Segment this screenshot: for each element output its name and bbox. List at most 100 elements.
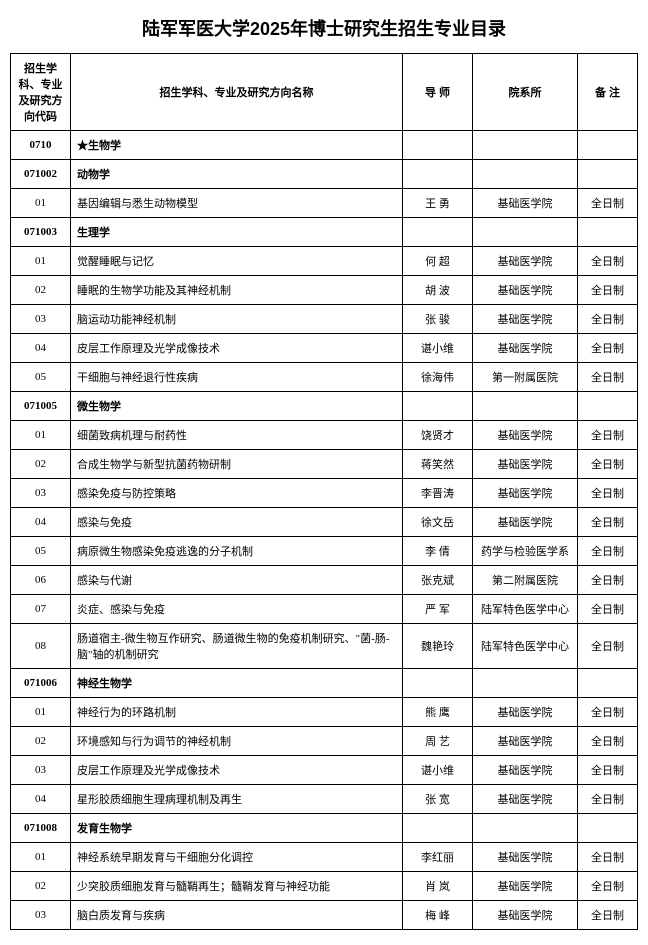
cell-advisor: 徐海伟 — [403, 363, 473, 392]
cell-name: 环境感知与行为调节的神经机制 — [71, 727, 403, 756]
cell-dept: 基础医学院 — [473, 508, 578, 537]
cell-note: 全日制 — [578, 785, 638, 814]
table-row: 05干细胞与神经退行性疾病徐海伟第一附属医院全日制 — [11, 363, 638, 392]
col-header-note: 备 注 — [578, 54, 638, 131]
cell-note: 全日制 — [578, 756, 638, 785]
cell-dept: 基础医学院 — [473, 843, 578, 872]
cell-name: 肠道宿主-微生物互作研究、肠道微生物的免疫机制研究、"菌-肠-脑"轴的机制研究 — [71, 624, 403, 669]
table-section-header: 071006神经生物学 — [11, 669, 638, 698]
cell-advisor: 张 宽 — [403, 785, 473, 814]
cell-dept: 基础医学院 — [473, 727, 578, 756]
col-header-dept: 院系所 — [473, 54, 578, 131]
cell-note: 全日制 — [578, 247, 638, 276]
cell-dept: 基础医学院 — [473, 450, 578, 479]
cell-advisor: 魏艳玲 — [403, 624, 473, 669]
table-row: 04感染与免疫徐文岳基础医学院全日制 — [11, 508, 638, 537]
cell-dept: 陆军特色医学中心 — [473, 595, 578, 624]
cell-name: 皮层工作原理及光学成像技术 — [71, 756, 403, 785]
table-row: 01觉醒睡眠与记忆何 超基础医学院全日制 — [11, 247, 638, 276]
cell-dept: 基础医学院 — [473, 872, 578, 901]
cell-code: 03 — [11, 901, 71, 930]
cell-code: 03 — [11, 479, 71, 508]
table-row: 02睡眠的生物学功能及其神经机制胡 波基础医学院全日制 — [11, 276, 638, 305]
cell-advisor — [403, 669, 473, 698]
table-row: 08肠道宿主-微生物互作研究、肠道微生物的免疫机制研究、"菌-肠-脑"轴的机制研… — [11, 624, 638, 669]
cell-note: 全日制 — [578, 901, 638, 930]
cell-note: 全日制 — [578, 421, 638, 450]
table-row: 01细菌致病机理与耐药性饶贤才基础医学院全日制 — [11, 421, 638, 450]
cell-note: 全日制 — [578, 305, 638, 334]
cell-dept: 第二附属医院 — [473, 566, 578, 595]
cell-dept: 基础医学院 — [473, 421, 578, 450]
cell-dept: 基础医学院 — [473, 334, 578, 363]
cell-advisor: 严 军 — [403, 595, 473, 624]
cell-note: 全日制 — [578, 479, 638, 508]
cell-dept — [473, 160, 578, 189]
cell-code: 02 — [11, 450, 71, 479]
cell-advisor: 李 倩 — [403, 537, 473, 566]
cell-note: 全日制 — [578, 189, 638, 218]
cell-dept: 第一附属医院 — [473, 363, 578, 392]
table-row: 03感染免疫与防控策略李晋涛基础医学院全日制 — [11, 479, 638, 508]
cell-name: ★生物学 — [71, 131, 403, 160]
cell-name: 神经行为的环路机制 — [71, 698, 403, 727]
cell-note: 全日制 — [578, 727, 638, 756]
cell-advisor: 饶贤才 — [403, 421, 473, 450]
cell-note: 全日制 — [578, 276, 638, 305]
table-row: 02合成生物学与新型抗菌药物研制蒋笑然基础医学院全日制 — [11, 450, 638, 479]
cell-code: 02 — [11, 727, 71, 756]
table-row: 04星形胶质细胞生理病理机制及再生张 宽基础医学院全日制 — [11, 785, 638, 814]
cell-advisor: 谌小维 — [403, 756, 473, 785]
table-section-header: 071003生理学 — [11, 218, 638, 247]
cell-code: 06 — [11, 566, 71, 595]
col-header-name: 招生学科、专业及研究方向名称 — [71, 54, 403, 131]
cell-dept — [473, 218, 578, 247]
cell-name: 脑运动功能神经机制 — [71, 305, 403, 334]
cell-name: 干细胞与神经退行性疾病 — [71, 363, 403, 392]
cell-code: 07 — [11, 595, 71, 624]
table-row: 01神经行为的环路机制熊 鹰基础医学院全日制 — [11, 698, 638, 727]
cell-name: 少突胶质细胞发育与髓鞘再生；髓鞘发育与神经功能 — [71, 872, 403, 901]
cell-code: 03 — [11, 756, 71, 785]
cell-dept — [473, 392, 578, 421]
cell-code: 03 — [11, 305, 71, 334]
cell-dept: 基础医学院 — [473, 247, 578, 276]
cell-name: 感染与代谢 — [71, 566, 403, 595]
table-row: 06感染与代谢张克斌第二附属医院全日制 — [11, 566, 638, 595]
table-row: 05病原微生物感染免疫逃逸的分子机制李 倩药学与检验医学系全日制 — [11, 537, 638, 566]
cell-note — [578, 131, 638, 160]
cell-code: 01 — [11, 247, 71, 276]
table-row: 07炎症、感染与免疫严 军陆军特色医学中心全日制 — [11, 595, 638, 624]
table-row: 03脑白质发育与疾病梅 峰基础医学院全日制 — [11, 901, 638, 930]
cell-advisor: 徐文岳 — [403, 508, 473, 537]
cell-code: 071005 — [11, 392, 71, 421]
cell-dept: 基础医学院 — [473, 785, 578, 814]
cell-name: 神经生物学 — [71, 669, 403, 698]
cell-code: 05 — [11, 537, 71, 566]
cell-code: 04 — [11, 785, 71, 814]
cell-advisor — [403, 218, 473, 247]
cell-name: 皮层工作原理及光学成像技术 — [71, 334, 403, 363]
cell-code: 0710 — [11, 131, 71, 160]
table-row: 03皮层工作原理及光学成像技术谌小维基础医学院全日制 — [11, 756, 638, 785]
table-section-header: 0710★生物学 — [11, 131, 638, 160]
cell-advisor: 王 勇 — [403, 189, 473, 218]
cell-code: 01 — [11, 843, 71, 872]
col-header-code: 招生学科、专业及研究方向代码 — [11, 54, 71, 131]
page-title: 陆军军医大学2025年博士研究生招生专业目录 — [10, 15, 638, 41]
table-row: 01基因编辑与悉生动物模型王 勇基础医学院全日制 — [11, 189, 638, 218]
cell-note — [578, 669, 638, 698]
cell-dept: 基础医学院 — [473, 189, 578, 218]
cell-name: 神经系统早期发育与干细胞分化调控 — [71, 843, 403, 872]
cell-note — [578, 160, 638, 189]
cell-advisor: 何 超 — [403, 247, 473, 276]
table-row: 03脑运动功能神经机制张 骏基础医学院全日制 — [11, 305, 638, 334]
cell-dept: 基础医学院 — [473, 305, 578, 334]
cell-dept: 药学与检验医学系 — [473, 537, 578, 566]
cell-note: 全日制 — [578, 537, 638, 566]
cell-name: 基因编辑与悉生动物模型 — [71, 189, 403, 218]
cell-code: 071002 — [11, 160, 71, 189]
table-section-header: 071005微生物学 — [11, 392, 638, 421]
cell-dept: 基础医学院 — [473, 901, 578, 930]
cell-name: 觉醒睡眠与记忆 — [71, 247, 403, 276]
